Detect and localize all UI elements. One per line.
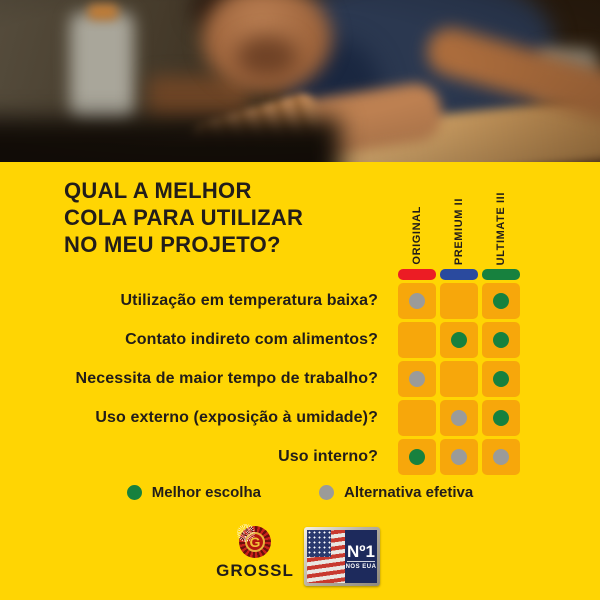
column-header-premium-ii: PREMIUM II [453,197,465,265]
legend: Melhor escolha Alternativa efetiva [0,484,600,501]
mark-dot [493,371,509,387]
question-row-3: Necessita de maior tempo de trabalho? [75,370,378,387]
mark-dot [451,449,467,465]
matrix-cell [440,400,478,436]
title-line-2: COLA PARA UTILIZAR [64,205,304,230]
mark-dot [451,410,467,426]
mark-dot [409,293,425,309]
matrix-cell [482,283,520,319]
photo-foreground-table [0,118,340,162]
matrix-cell [440,283,478,319]
question-row-5: Uso interno? [278,448,378,465]
matrix-cell [482,400,520,436]
usa-flag-icon [307,530,345,583]
matrix-cell [398,322,436,358]
color-bar-premium-blue [440,269,478,280]
color-bar-ultimate-green [482,269,520,280]
column-header-ultimate-iii: ULTIMATE III [495,191,507,265]
matrix-cell [398,361,436,397]
brand-wordmark: GROSSL [216,561,294,580]
matrix-cell [482,322,520,358]
matrix-cell [482,439,520,475]
badge-number: Nº1 [347,542,375,562]
photo-face-shadow [236,36,298,78]
gray-dot-icon [318,485,334,500]
legend-label-best: Melhor escolha [151,484,261,501]
matrix-cell [398,400,436,436]
mark-dot [451,332,467,348]
green-dot-icon [126,485,142,500]
badge-caption: NOS EUA [345,564,377,570]
title-line-3: NO MEU PROJETO? [64,232,281,257]
mark-dot [493,293,509,309]
flag-canton-stars [307,530,331,557]
photo-bottle-blur [70,12,134,122]
question-row-2: Contato indireto com alimentos? [125,331,378,348]
title-line-1: QUAL A MELHOR [64,178,252,203]
hero-photo-woodworker [0,0,600,162]
badge-panel: Nº1 NOS EUA [345,530,377,583]
mark-dot [493,449,509,465]
color-bar-original-red [398,269,436,280]
brand-monogram: G [249,534,261,550]
brand-logo: G GROSSL [213,524,297,581]
column-header-original: ORIGINAL [411,206,423,265]
photo-bottle-cap-blur [88,4,118,20]
photo-vignette [0,0,600,162]
number-one-usa-badge: Nº1 NOS EUA [304,527,380,586]
legend-item-best: Melhor escolha [126,484,261,501]
question-row-4: Uso externo (exposição à umidade)? [95,409,378,426]
mark-dot [493,332,509,348]
comparison-matrix [398,283,520,475]
matrix-cell [398,283,436,319]
matrix-cell [398,439,436,475]
matrix-cell [482,361,520,397]
mark-dot [409,449,425,465]
legend-item-alternative: Alternativa efetiva [318,484,474,501]
matrix-cell [440,439,478,475]
page-title: QUAL A MELHOR COLA PARA UTILIZAR NO MEU … [64,177,303,258]
matrix-cell [440,361,478,397]
mark-dot [493,410,509,426]
mark-dot [409,371,425,387]
question-row-1: Utilização em temperatura baixa? [120,292,378,309]
matrix-cell [440,322,478,358]
grossl-disc-icon: G [237,524,271,558]
legend-label-alternative: Alternativa efetiva [343,484,474,501]
